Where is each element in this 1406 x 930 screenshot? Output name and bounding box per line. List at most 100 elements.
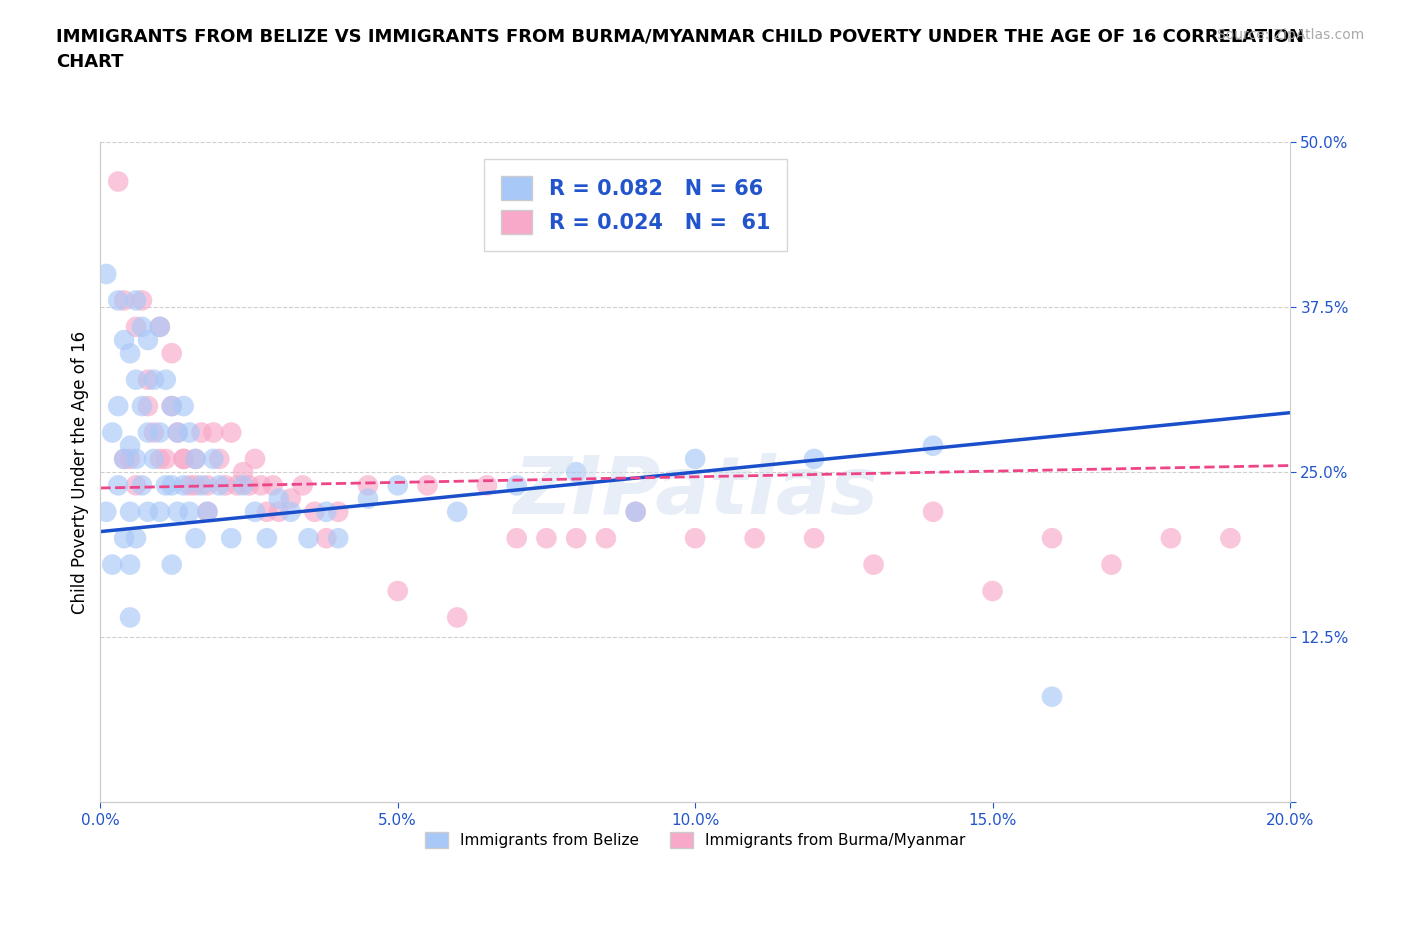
Point [136, 504, 159, 519]
Point [160, 399, 183, 414]
Point [112, 333, 135, 348]
Point [683, 531, 706, 546]
Point [387, 584, 409, 599]
Point [136, 333, 159, 348]
Point [243, 451, 266, 466]
Point [173, 478, 195, 493]
Point [565, 531, 588, 546]
Point [101, 425, 124, 440]
Y-axis label: Child Poverty Under the Age of 16: Child Poverty Under the Age of 16 [72, 330, 89, 614]
Point [155, 478, 177, 493]
Point [267, 491, 290, 506]
Point [120, 451, 142, 466]
Point [125, 319, 148, 334]
Point [112, 531, 135, 546]
Point [131, 399, 153, 414]
Point [862, 557, 884, 572]
Point [142, 425, 165, 440]
Point [238, 478, 260, 493]
Point [107, 174, 129, 189]
Point [120, 557, 142, 572]
Point [226, 478, 249, 493]
Point [179, 504, 201, 519]
Point [297, 531, 319, 546]
Point [179, 478, 201, 493]
Point [107, 293, 129, 308]
Point [256, 504, 278, 519]
Point [184, 451, 207, 466]
Point [1219, 531, 1241, 546]
Point [243, 504, 266, 519]
Point [280, 491, 302, 506]
Point [166, 425, 188, 440]
Point [475, 478, 498, 493]
Point [1160, 531, 1182, 546]
Point [190, 478, 212, 493]
Point [922, 438, 945, 453]
Point [149, 451, 172, 466]
Text: ZIPatlas: ZIPatlas [513, 453, 877, 531]
Legend: Immigrants from Belize, Immigrants from Burma/Myanmar: Immigrants from Belize, Immigrants from … [419, 826, 972, 854]
Point [101, 557, 124, 572]
Point [96, 504, 118, 519]
Point [328, 504, 350, 519]
Point [96, 267, 118, 282]
Point [125, 293, 148, 308]
Point [357, 478, 380, 493]
Point [136, 399, 159, 414]
Point [160, 478, 183, 493]
Point [131, 319, 153, 334]
Point [315, 531, 337, 546]
Point [291, 478, 314, 493]
Point [173, 451, 195, 466]
Point [112, 293, 135, 308]
Point [125, 451, 148, 466]
Point [155, 451, 177, 466]
Point [160, 557, 183, 572]
Point [505, 531, 527, 546]
Point [595, 531, 617, 546]
Point [683, 451, 706, 466]
Point [214, 478, 236, 493]
Point [536, 531, 558, 546]
Point [446, 504, 468, 519]
Point [142, 451, 165, 466]
Point [262, 478, 284, 493]
Point [120, 504, 142, 519]
Point [131, 478, 153, 493]
Point [125, 478, 148, 493]
Point [112, 451, 135, 466]
Point [232, 465, 254, 480]
Point [125, 372, 148, 387]
Point [155, 372, 177, 387]
Point [803, 451, 825, 466]
Point [184, 478, 207, 493]
Point [202, 425, 225, 440]
Point [1040, 531, 1063, 546]
Point [304, 504, 326, 519]
Point [184, 451, 207, 466]
Point [149, 319, 172, 334]
Point [107, 399, 129, 414]
Point [120, 438, 142, 453]
Point [280, 504, 302, 519]
Point [184, 531, 207, 546]
Point [173, 451, 195, 466]
Point [136, 372, 159, 387]
Point [256, 531, 278, 546]
Point [197, 504, 219, 519]
Point [744, 531, 766, 546]
Point [190, 425, 212, 440]
Text: Source: ZipAtlas.com: Source: ZipAtlas.com [1216, 28, 1364, 42]
Point [112, 451, 135, 466]
Point [416, 478, 439, 493]
Point [624, 504, 647, 519]
Point [179, 425, 201, 440]
Point [160, 399, 183, 414]
Point [565, 465, 588, 480]
Point [357, 491, 380, 506]
Point [232, 478, 254, 493]
Point [166, 504, 188, 519]
Point [197, 504, 219, 519]
Point [149, 504, 172, 519]
